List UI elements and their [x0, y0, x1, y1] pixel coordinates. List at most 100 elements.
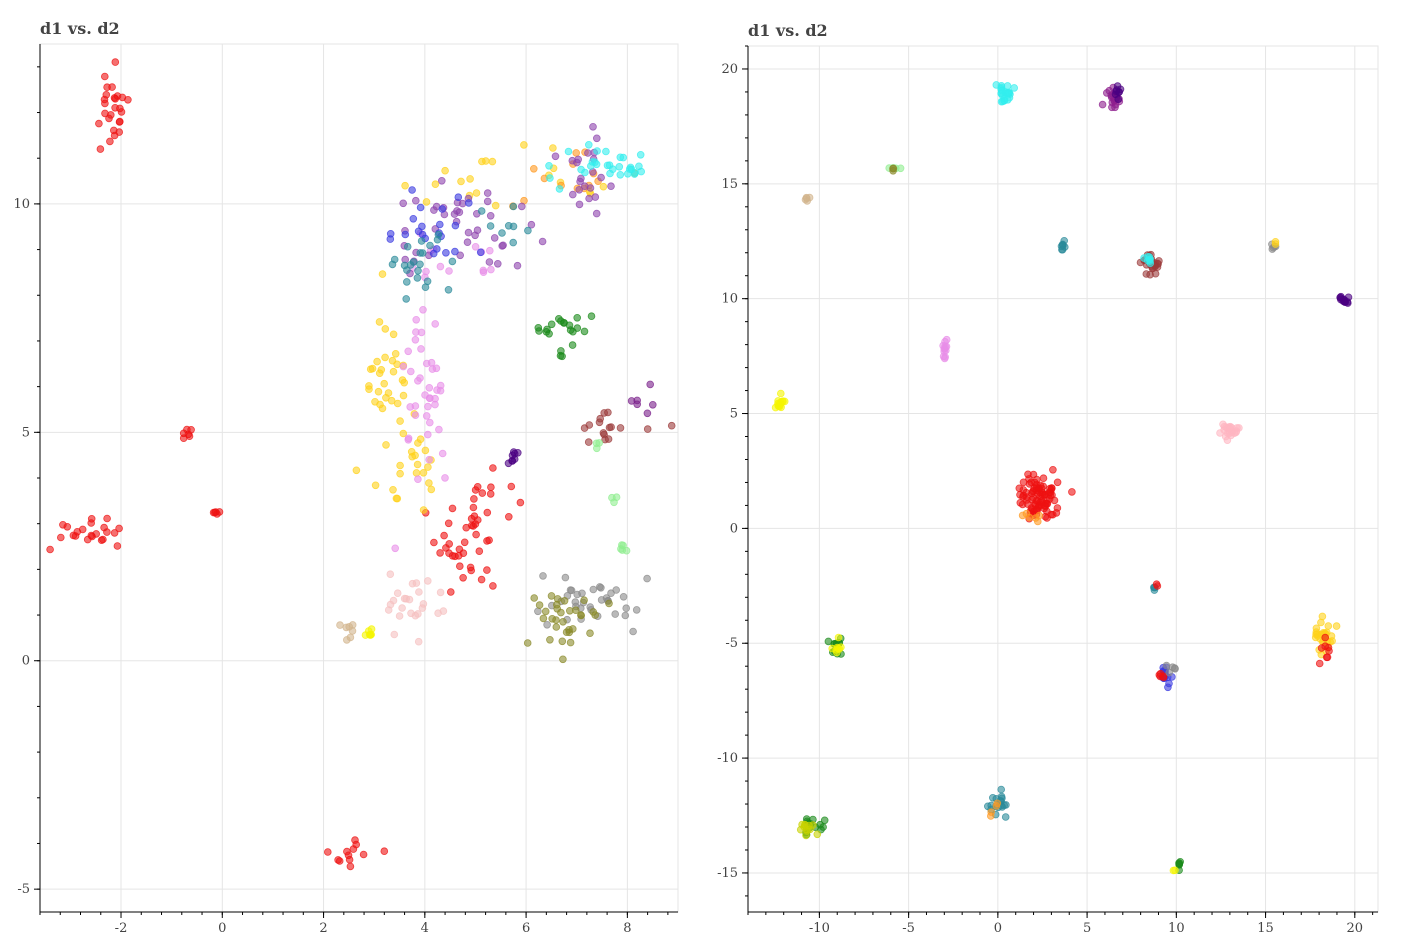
- scatter-point: [388, 356, 397, 365]
- scatter-point: [551, 152, 560, 161]
- scatter-point: [509, 202, 518, 211]
- scatter-point: [458, 199, 467, 208]
- scatter-point: [616, 424, 625, 432]
- scatter-point: [487, 265, 495, 274]
- scatter-point: [483, 566, 491, 574]
- scatter-point: [560, 596, 569, 605]
- scatter-point: [548, 614, 556, 623]
- scatter-point: [543, 325, 551, 334]
- scatter-point: [421, 446, 430, 455]
- scatter-point: [464, 228, 473, 237]
- y-tick-label: 5: [22, 425, 30, 440]
- scatter-point: [423, 577, 432, 585]
- scatter-point: [597, 583, 605, 592]
- x-tick-label: 15: [1257, 921, 1274, 936]
- scatter-point: [1315, 659, 1324, 668]
- plot-frame: [747, 45, 1379, 913]
- scatter-point: [1023, 496, 1031, 504]
- scatter-point: [992, 81, 1001, 89]
- scatter-point: [438, 205, 447, 213]
- scatter-point: [419, 600, 428, 608]
- scatter-point: [213, 510, 221, 518]
- scatter-point: [393, 589, 402, 597]
- x-tick-label: -2: [115, 921, 128, 936]
- scatter-point: [643, 409, 652, 418]
- scatter-point: [573, 324, 582, 332]
- scatter-point: [418, 230, 427, 239]
- scatter-point: [409, 215, 418, 223]
- scatter-point: [601, 435, 609, 444]
- scatter-point: [400, 378, 409, 387]
- scatter-point: [1146, 255, 1154, 264]
- scatter-point: [387, 396, 396, 405]
- scatter-point: [380, 847, 389, 855]
- x-tick-label: -5: [902, 921, 915, 936]
- scatter-point: [46, 545, 54, 554]
- scatter-point: [486, 222, 495, 230]
- scatter-point: [889, 164, 897, 173]
- scatter-point: [416, 260, 424, 269]
- scatter-point: [408, 579, 417, 588]
- scatter-point: [530, 594, 538, 602]
- scatter-point: [596, 414, 604, 423]
- scatter-point: [391, 544, 400, 553]
- scatter-point: [433, 235, 442, 244]
- scatter-point: [380, 379, 389, 388]
- scatter-point: [1146, 270, 1154, 279]
- scatter-point: [1003, 96, 1012, 104]
- scatter-point: [1324, 622, 1333, 630]
- scatter-point: [435, 425, 443, 434]
- scatter-point: [414, 266, 422, 275]
- scatter-point: [373, 357, 381, 366]
- right-chart-title: d1 vs. d2: [748, 21, 828, 40]
- scatter-point: [101, 72, 109, 81]
- scatter-point: [1115, 88, 1123, 96]
- scatter-point: [470, 495, 478, 503]
- data-points: [771, 81, 1353, 875]
- scatter-point: [457, 177, 465, 186]
- scatter-point: [115, 128, 123, 136]
- scatter-point: [477, 207, 486, 215]
- grid-lines: [40, 44, 678, 912]
- x-tick-label: 5: [1083, 921, 1091, 936]
- scatter-point: [486, 212, 495, 220]
- scatter-point: [555, 185, 564, 193]
- scatter-point: [986, 812, 995, 820]
- scatter-point: [95, 119, 103, 128]
- scatter-point: [489, 582, 497, 590]
- scatter-point: [404, 435, 413, 444]
- scatter-point: [1171, 866, 1179, 875]
- scatter-point: [399, 199, 408, 208]
- scatter-point: [371, 481, 380, 490]
- scatter-point: [406, 367, 415, 376]
- scatter-point: [591, 193, 600, 201]
- scatter-point: [489, 464, 497, 472]
- scatter-point: [455, 562, 464, 570]
- data-points: [46, 58, 676, 871]
- scatter-point: [524, 226, 532, 235]
- scatter-point: [408, 452, 417, 461]
- scatter-point: [63, 522, 72, 531]
- x-tick-label: 10: [1168, 921, 1185, 936]
- scatter-point: [992, 802, 1001, 810]
- scatter-point: [393, 494, 402, 503]
- scatter-point: [834, 633, 843, 642]
- scatter-point: [441, 474, 449, 482]
- scatter-point: [117, 108, 126, 116]
- scatter-point: [345, 855, 354, 864]
- scatter-point: [547, 592, 556, 600]
- scatter-point: [467, 514, 476, 523]
- scatter-point: [472, 530, 480, 539]
- scatter-point: [603, 161, 612, 170]
- scatter-point: [589, 608, 597, 616]
- scatter-point: [399, 429, 408, 438]
- scatter-point: [562, 628, 571, 636]
- scatter-point: [448, 504, 457, 513]
- scatter-point: [473, 516, 482, 524]
- scatter-point: [462, 523, 471, 532]
- scatter-point: [621, 611, 630, 620]
- scatter-point: [602, 147, 610, 156]
- scatter-point: [577, 165, 585, 174]
- scatter-point: [335, 857, 344, 865]
- scatter-point: [599, 182, 608, 191]
